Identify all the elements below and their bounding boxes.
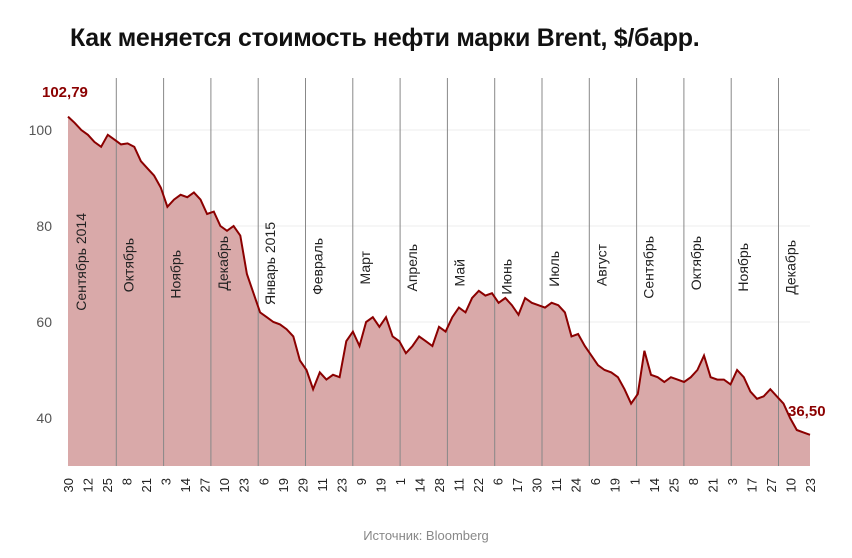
x-tick-label: 11 xyxy=(452,478,467,492)
x-tick-label: 14 xyxy=(412,478,427,492)
month-label: Июль xyxy=(546,251,562,287)
month-label: Октябрь xyxy=(120,238,136,292)
month-dividers xyxy=(115,78,779,466)
x-tick-label: 10 xyxy=(783,478,798,492)
x-tick-label: 25 xyxy=(100,478,115,492)
x-tick-label: 1 xyxy=(393,478,408,485)
x-tick-label: 8 xyxy=(686,478,701,485)
y-tick-label: 80 xyxy=(36,218,52,234)
start-value-label: 102,79 xyxy=(42,84,88,101)
x-tick-label: 23 xyxy=(803,478,818,492)
y-tick-label: 60 xyxy=(36,314,52,330)
month-label: Июнь xyxy=(499,259,515,295)
x-axis-ticks: 30 12 25 8 21 3 14 27 10 23 6 19 29 11 23 9 19 1 14 28 11 22 6… xyxy=(61,478,818,492)
x-tick-label: 10 xyxy=(217,478,232,492)
x-tick-label: 29 xyxy=(295,478,310,492)
x-tick-label: 6 xyxy=(256,478,271,485)
x-tick-label: 27 xyxy=(764,478,779,492)
x-tick-label: 14 xyxy=(647,478,662,492)
month-label: Ноябрь xyxy=(735,243,751,292)
x-tick-label: 27 xyxy=(198,478,213,492)
x-tick-label: 25 xyxy=(666,478,681,492)
month-label: Ноябрь xyxy=(168,250,184,299)
x-tick-label: 8 xyxy=(120,478,135,485)
month-label: Апрель xyxy=(404,244,420,292)
y-tick-label: 40 xyxy=(36,410,52,426)
y-tick-label: 100 xyxy=(29,122,53,138)
x-tick-label: 1 xyxy=(627,478,642,485)
x-tick-label: 22 xyxy=(471,478,486,492)
x-tick-label: 9 xyxy=(354,478,369,485)
x-tick-label: 11 xyxy=(549,478,564,492)
month-label: Январь 2015 xyxy=(262,222,278,305)
x-tick-label: 14 xyxy=(178,478,193,492)
month-label: Февраль xyxy=(310,238,326,295)
x-tick-label: 28 xyxy=(432,478,447,492)
x-tick-label: 24 xyxy=(569,478,584,492)
price-area xyxy=(68,116,810,466)
month-labels: Сентябрь 2014 Октябрь Ноябрь Декабрь Январь … xyxy=(73,213,799,311)
x-tick-label: 23 xyxy=(334,478,349,492)
x-tick-label: 3 xyxy=(159,478,174,485)
x-tick-label: 21 xyxy=(139,478,154,492)
month-label: Сентябрь 2014 xyxy=(73,213,89,311)
month-label: Октябрь xyxy=(688,236,704,290)
x-tick-label: 6 xyxy=(491,478,506,485)
x-tick-label: 17 xyxy=(744,478,759,492)
x-tick-label: 30 xyxy=(530,478,545,492)
x-tick-label: 19 xyxy=(276,478,291,492)
source-note: Источник: Bloomberg xyxy=(363,528,489,543)
y-axis-ticks: 40 60 80 100 xyxy=(29,122,53,426)
x-tick-label: 17 xyxy=(510,478,525,492)
x-tick-label: 21 xyxy=(705,478,720,492)
month-label: Март xyxy=(357,250,373,284)
x-tick-label: 23 xyxy=(237,478,252,492)
x-tick-label: 12 xyxy=(81,478,96,492)
x-tick-label: 30 xyxy=(61,478,76,492)
month-label: Декабрь xyxy=(215,236,231,291)
x-tick-label: 6 xyxy=(588,478,603,485)
price-line xyxy=(67,115,811,436)
x-tick-label: 19 xyxy=(373,478,388,492)
end-value-label: 36,50 xyxy=(788,403,826,420)
x-tick-label: 11 xyxy=(315,478,330,492)
month-label: Декабрь xyxy=(783,240,799,295)
month-label: Сентябрь xyxy=(641,236,657,299)
x-tick-label: 19 xyxy=(608,478,623,492)
month-label: Май xyxy=(451,259,467,286)
month-label: Август xyxy=(593,243,609,286)
chart-title: Как меняется стоимость нефти марки Brent… xyxy=(70,24,700,52)
x-tick-label: 3 xyxy=(725,478,740,485)
